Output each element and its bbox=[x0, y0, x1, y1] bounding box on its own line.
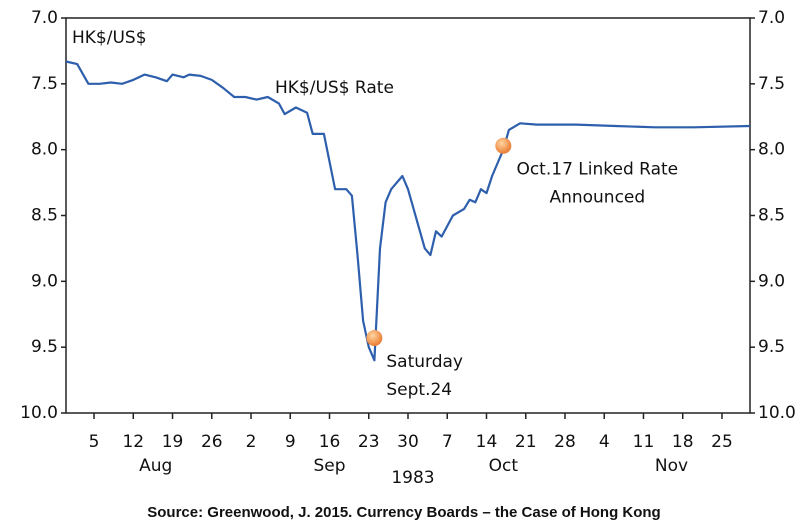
y2-tick-label: 8.0 bbox=[758, 140, 785, 160]
y-tick-label: 9.5 bbox=[31, 337, 58, 357]
x-tick-label: 5 bbox=[89, 432, 100, 452]
x-tick-label: 23 bbox=[358, 432, 380, 452]
annotation-text: Announced bbox=[549, 188, 645, 208]
x-tick-label: 25 bbox=[711, 432, 733, 452]
x-tick-label: 4 bbox=[599, 432, 610, 452]
month-label: Aug bbox=[139, 456, 172, 476]
x-tick-label: 21 bbox=[515, 432, 537, 452]
x-tick-label: 14 bbox=[476, 432, 498, 452]
annotation-dot bbox=[366, 329, 383, 346]
x-tick-label: 9 bbox=[285, 432, 296, 452]
y2-tick-label: 7.5 bbox=[758, 74, 785, 94]
x-tick-label: 7 bbox=[442, 432, 453, 452]
y-tick-label: 7.5 bbox=[31, 74, 58, 94]
x-tick-label: 16 bbox=[319, 432, 341, 452]
annotation-text: Saturday bbox=[386, 352, 463, 372]
source: Source: Greenwood, J. 2015. Currency Boa… bbox=[147, 504, 660, 521]
y2-tick-label: 10.0 bbox=[758, 403, 796, 423]
y-tick-label: 8.0 bbox=[31, 140, 58, 160]
y2-tick-label: 7.0 bbox=[758, 8, 785, 28]
y2-tick-label: 8.5 bbox=[758, 206, 785, 226]
y-axis-label: HK$/US$ bbox=[72, 28, 147, 48]
y2-tick-label: 9.0 bbox=[758, 271, 785, 291]
series-label: HK$/US$ Rate bbox=[275, 78, 394, 98]
series-line bbox=[65, 60, 751, 362]
annotation-text: Oct.17 Linked Rate bbox=[516, 160, 678, 180]
x-tick-label: 19 bbox=[162, 432, 184, 452]
x-tick-label: 28 bbox=[554, 432, 576, 452]
y-tick-label: 10.0 bbox=[20, 403, 58, 423]
y2-tick-label: 9.5 bbox=[758, 337, 785, 357]
x-tick-label: 2 bbox=[246, 432, 257, 452]
month-label: Oct bbox=[489, 456, 519, 476]
month-label: Nov bbox=[655, 456, 688, 476]
y-tick-label: 7.0 bbox=[31, 8, 58, 28]
x-tick-label: 30 bbox=[397, 432, 419, 452]
x-axis-label: 1983 bbox=[391, 468, 434, 488]
month-label: Sep bbox=[313, 456, 345, 476]
x-tick-label: 18 bbox=[672, 432, 694, 452]
y-tick-label: 8.5 bbox=[31, 206, 58, 226]
x-tick-label: 12 bbox=[122, 432, 144, 452]
annotation-dot bbox=[495, 137, 512, 154]
annotation-text: Sept.24 bbox=[386, 380, 452, 400]
y-tick-label: 9.0 bbox=[31, 271, 58, 291]
x-tick-label: 11 bbox=[633, 432, 655, 452]
x-tick-label: 26 bbox=[201, 432, 223, 452]
